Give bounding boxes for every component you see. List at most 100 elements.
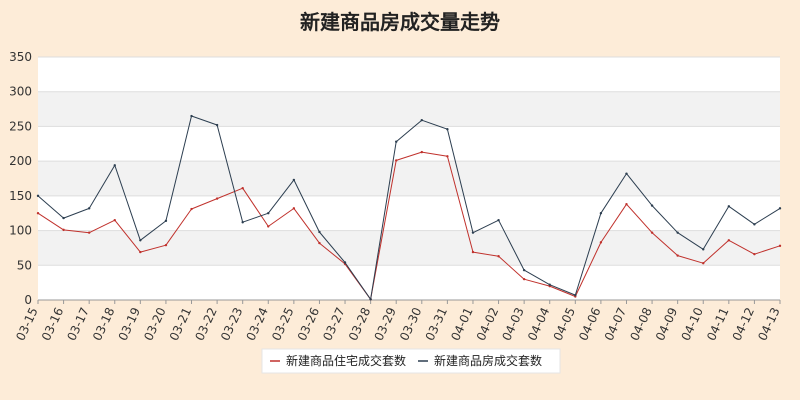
chart-title: 新建商品房成交量走势 <box>300 10 500 34</box>
series-1-point <box>395 159 398 162</box>
x-tick-label: 03-23 <box>218 305 245 343</box>
x-tick-label: 03-18 <box>90 305 117 343</box>
series-2-point <box>62 216 65 220</box>
grid-band <box>38 161 780 196</box>
series-2-point <box>625 172 628 175</box>
legend-box <box>261 348 561 374</box>
series-1-point <box>497 255 500 258</box>
x-tick-label: 04-07 <box>602 305 629 343</box>
series-2-point <box>139 239 142 242</box>
x-tick-label: 04-12 <box>730 305 757 343</box>
series-1-point <box>522 277 526 281</box>
series-2-point <box>676 231 679 234</box>
y-tick-label: 100 <box>9 224 32 238</box>
legend-label-2: 新建商品房成交套数 <box>434 353 542 368</box>
series-1-point <box>190 207 193 211</box>
series-layer <box>36 114 782 301</box>
series-1-point <box>446 155 449 158</box>
series-2-point <box>497 218 500 222</box>
series-2-point <box>87 207 91 210</box>
legend: 新建商品住宅成交套数 新建商品房成交套数 <box>261 348 561 374</box>
x-tick-label: 03-19 <box>116 305 143 343</box>
x-tick-label: 04-05 <box>551 305 578 343</box>
x-tick-label: 04-09 <box>653 305 680 343</box>
x-tick-label: 03-27 <box>320 305 347 343</box>
x-tick-label: 03-28 <box>346 305 373 343</box>
series-2-point <box>702 248 705 251</box>
series-2-point <box>164 219 168 223</box>
x-tick-label: 03-16 <box>39 305 66 343</box>
y-tick-label: 0 <box>24 293 32 307</box>
series-1-point <box>36 212 40 215</box>
series-line-2 <box>37 115 781 300</box>
x-tick-label: 04-01 <box>448 305 475 343</box>
series-2-point <box>267 212 270 215</box>
series-2-point <box>343 261 347 264</box>
x-tick-label: 04-02 <box>474 305 501 343</box>
series-2-point <box>471 231 475 234</box>
x-tick-label: 03-29 <box>371 305 398 343</box>
series-1-point <box>87 231 91 234</box>
x-tick-label: 04-03 <box>499 305 526 343</box>
series-2-point <box>753 223 756 226</box>
y-tick-label: 350 <box>9 50 32 64</box>
y-axis: 0 50 100 150 200 250 300 350 <box>9 50 32 307</box>
series-1-point <box>113 218 116 222</box>
series-2-point <box>113 164 116 167</box>
x-tick-label: 03-31 <box>423 305 450 343</box>
y-tick-label: 150 <box>9 189 32 203</box>
series-2-point <box>369 298 372 301</box>
series-2-point <box>395 140 398 143</box>
series-2-point <box>420 118 423 122</box>
legend-label-1: 新建商品住宅成交套数 <box>286 353 406 368</box>
x-tick-label: 03-30 <box>397 305 424 343</box>
series-1-point <box>292 207 296 210</box>
grid-band <box>38 91 780 127</box>
series-2-point <box>522 268 526 272</box>
series-1-point <box>753 252 756 256</box>
x-tick-label: 03-25 <box>269 305 296 343</box>
series-1-point <box>139 250 142 254</box>
x-tick-label: 03-26 <box>295 305 322 343</box>
series-line-1 <box>37 151 781 300</box>
series-1-point <box>727 239 731 242</box>
series-2-point <box>292 178 296 182</box>
series-2-point <box>599 212 603 215</box>
x-tick-label: 03-21 <box>167 305 194 343</box>
plot-background <box>38 57 780 300</box>
series-2-point <box>446 128 449 131</box>
x-tick-label: 04-13 <box>755 305 782 343</box>
series-1-point <box>625 202 628 206</box>
x-tick-label: 03-22 <box>192 305 219 343</box>
series-2-point <box>36 194 40 198</box>
series-2-point <box>574 293 577 297</box>
series-1-point <box>599 241 603 244</box>
x-tick-label: 04-04 <box>525 305 552 343</box>
series-2-point <box>190 114 193 118</box>
x-axis: 03-1503-1603-1703-1803-1903-2003-2103-22… <box>13 300 783 343</box>
series-1-point <box>778 244 782 248</box>
y-tick-label: 250 <box>9 119 32 133</box>
series-2-point <box>727 205 731 208</box>
series-1-point <box>215 197 219 200</box>
x-tick-label: 03-20 <box>141 305 168 343</box>
series-1-point <box>650 231 654 234</box>
x-tick-label: 03-24 <box>244 305 271 343</box>
series-1-point <box>62 228 65 232</box>
series-1-point <box>420 150 423 154</box>
y-tick-label: 200 <box>9 154 32 168</box>
y-tick-label: 50 <box>17 258 32 272</box>
series-1-point <box>164 243 168 247</box>
series-1-point <box>676 254 679 257</box>
series-2-point <box>241 221 244 224</box>
series-2-point <box>778 207 782 210</box>
series-2-point <box>215 123 219 127</box>
series-2-point <box>650 204 654 207</box>
series-2-point <box>548 283 551 286</box>
x-tick-label: 03-15 <box>13 305 40 343</box>
series-1-point <box>318 241 321 245</box>
x-tick-label: 04-08 <box>627 305 654 343</box>
series-2-point <box>318 230 321 234</box>
series-1-point <box>471 250 475 254</box>
